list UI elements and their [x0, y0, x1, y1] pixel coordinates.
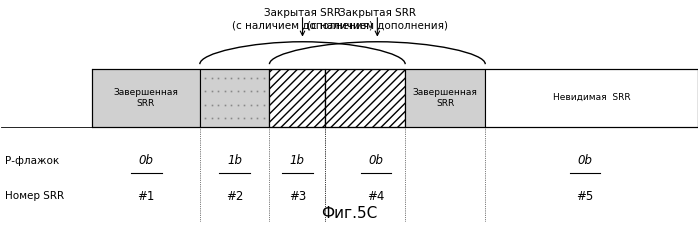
Text: Закрытая SRR
(с наличием дополнения): Закрытая SRR (с наличием дополнения) — [307, 8, 448, 30]
Text: 0b: 0b — [577, 154, 592, 167]
Text: Невидимая  SRR: Невидимая SRR — [553, 93, 630, 102]
Text: 1b: 1b — [290, 154, 305, 167]
Text: #5: #5 — [576, 190, 593, 203]
Text: 0b: 0b — [368, 154, 384, 167]
Text: #2: #2 — [226, 190, 243, 203]
Text: Закрытая SRR
(с наличием дополнения): Закрытая SRR (с наличием дополнения) — [232, 8, 373, 30]
Text: #3: #3 — [289, 190, 306, 203]
Bar — [485, 69, 698, 127]
Bar — [405, 69, 485, 127]
Bar — [269, 69, 325, 127]
Text: Завершенная
SRR: Завершенная SRR — [113, 88, 178, 108]
Text: Номер SRR: Номер SRR — [5, 191, 64, 201]
Text: 0b: 0b — [138, 154, 154, 167]
Text: Завершенная
SRR: Завершенная SRR — [413, 88, 477, 108]
Text: 1b: 1b — [227, 154, 242, 167]
Bar — [325, 69, 405, 127]
Text: Р-флажок: Р-флажок — [5, 155, 59, 165]
Text: #1: #1 — [138, 190, 155, 203]
Bar — [92, 69, 200, 127]
Bar — [325, 69, 405, 127]
Bar — [269, 69, 325, 127]
Bar — [200, 69, 269, 127]
Text: Фиг.5C: Фиг.5C — [322, 206, 377, 221]
Text: #4: #4 — [367, 190, 384, 203]
